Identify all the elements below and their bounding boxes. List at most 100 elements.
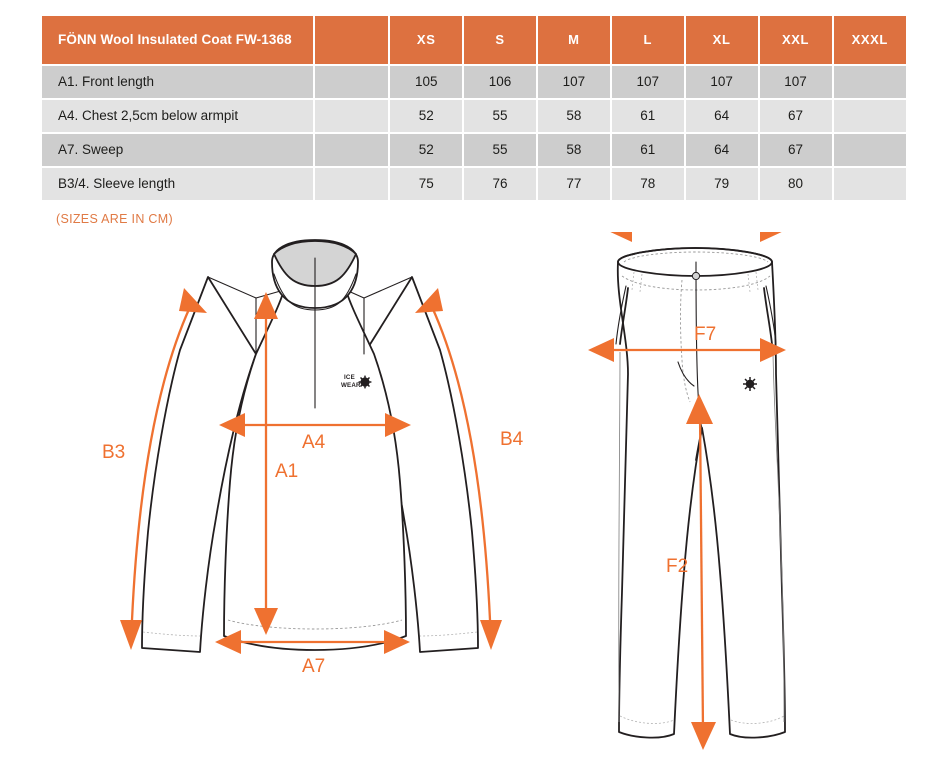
jacket-left-cuff-stitch bbox=[142, 631, 201, 637]
cell-xl: 64 bbox=[685, 100, 758, 132]
cell-xs: 52 bbox=[390, 100, 463, 132]
cell-xxl: 107 bbox=[759, 66, 832, 98]
pants-crotch bbox=[695, 427, 703, 461]
pants-right-hem-stitch bbox=[730, 715, 785, 724]
b4-arrow-line bbox=[430, 306, 492, 621]
a1-arrow-head-top bbox=[254, 292, 278, 319]
pants-left-pocket-edge bbox=[619, 287, 629, 345]
b3-arrow-head-bottom bbox=[120, 620, 142, 650]
cell-l: 61 bbox=[611, 100, 684, 132]
cell-m: 58 bbox=[537, 134, 610, 166]
row-label: A7. Sweep bbox=[42, 134, 314, 166]
f2-arrow-head-top bbox=[686, 394, 713, 424]
row-label: A4. Chest 2,5cm below armpit bbox=[42, 100, 314, 132]
cell-xs: 105 bbox=[390, 66, 463, 98]
f6-arrow-head-left bbox=[610, 232, 632, 242]
jacket-left-sleeve bbox=[141, 276, 257, 653]
jacket-diagram: ICE WEAR B3 bbox=[102, 239, 524, 677]
measurement-diagrams: ICE WEAR B3 bbox=[0, 232, 948, 782]
brand-logo-line2: WEAR bbox=[341, 382, 361, 389]
f6-arrow-head-right bbox=[760, 232, 782, 242]
cell-xxxl bbox=[833, 66, 906, 98]
cell-s: 76 bbox=[464, 168, 536, 200]
brand-logo-line1: ICE bbox=[344, 374, 355, 381]
f2-arrow-line bbox=[698, 413, 705, 731]
table-body: A1. Front length 105 106 107 107 107 107… bbox=[42, 66, 906, 200]
column-header-xs: XS bbox=[390, 16, 463, 64]
row-spacer-cell bbox=[315, 168, 389, 200]
a7-arrow-head-left bbox=[215, 630, 241, 654]
cell-l: 61 bbox=[611, 134, 684, 166]
pants-left-side-seam bbox=[618, 351, 621, 723]
a4-arrow-head-left bbox=[219, 413, 245, 437]
column-header-l: L bbox=[611, 16, 684, 64]
snowflake-icon bbox=[743, 377, 757, 391]
cell-xxl: 67 bbox=[759, 134, 832, 166]
jacket-right-cuff-stitch bbox=[419, 631, 478, 637]
table-row: A7. Sweep 52 55 58 61 64 67 bbox=[42, 134, 906, 166]
pants-belt-loop-right bbox=[755, 271, 759, 291]
pants-button bbox=[691, 271, 701, 281]
row-spacer-cell bbox=[315, 134, 389, 166]
cell-xl: 107 bbox=[685, 66, 758, 98]
row-label: A1. Front length bbox=[42, 66, 314, 98]
f2-label: F2 bbox=[666, 556, 688, 577]
table-row: A4. Chest 2,5cm below armpit 52 55 58 61… bbox=[42, 100, 906, 132]
cell-xl: 79 bbox=[685, 168, 758, 200]
cell-xxxl bbox=[833, 168, 906, 200]
b3-arrow-head-top bbox=[179, 288, 207, 313]
table-row: B3/4. Sleeve length 75 76 77 78 79 80 bbox=[42, 168, 906, 200]
column-header-m: M bbox=[537, 16, 610, 64]
pants-fly-stitch bbox=[680, 279, 691, 403]
cell-m: 77 bbox=[537, 168, 610, 200]
table-header-row: FÖNN Wool Insulated Coat FW-1368 XS S M … bbox=[42, 16, 906, 64]
row-label: B3/4. Sleeve length bbox=[42, 168, 314, 200]
cell-xl: 64 bbox=[685, 134, 758, 166]
a1-arrow-head-bottom bbox=[254, 608, 278, 635]
f7-arrow-head-right bbox=[760, 338, 786, 362]
cell-xxl: 67 bbox=[759, 100, 832, 132]
pants-diagram: F6 F7 F2 bbox=[588, 232, 786, 750]
a7-arrow-head-right bbox=[384, 630, 410, 654]
a4-label: A4 bbox=[302, 432, 326, 453]
f7-label: F7 bbox=[694, 324, 716, 345]
b3-label: B3 bbox=[102, 442, 125, 463]
cell-m: 58 bbox=[537, 100, 610, 132]
cell-s: 55 bbox=[464, 100, 536, 132]
cell-l: 107 bbox=[611, 66, 684, 98]
cell-m: 107 bbox=[537, 66, 610, 98]
b4-arrow-head-bottom bbox=[480, 620, 502, 650]
b3-arrow-line bbox=[130, 306, 192, 621]
pants-right-pocket-edge bbox=[763, 287, 773, 345]
cell-xxl: 80 bbox=[759, 168, 832, 200]
a7-label: A7 bbox=[302, 656, 325, 677]
snowflake-icon bbox=[358, 375, 372, 389]
pants-fly-curve bbox=[677, 361, 695, 387]
cell-xs: 75 bbox=[390, 168, 463, 200]
cell-xxxl bbox=[833, 134, 906, 166]
pants-left-hem-stitch bbox=[619, 715, 675, 724]
column-header-xxl: XXL bbox=[759, 16, 832, 64]
pants-belt-loop-left bbox=[631, 271, 635, 291]
pants-left-pocket bbox=[615, 285, 627, 345]
b4-label: B4 bbox=[500, 429, 524, 450]
row-spacer-cell bbox=[315, 66, 389, 98]
f2-arrow-head-bottom bbox=[691, 722, 716, 750]
a4-arrow-head-right bbox=[385, 413, 411, 437]
table-header: FÖNN Wool Insulated Coat FW-1368 XS S M … bbox=[42, 16, 906, 64]
pants-waistband-inner-stitch bbox=[623, 251, 769, 263]
cell-s: 106 bbox=[464, 66, 536, 98]
f7-arrow-head-left bbox=[588, 338, 614, 362]
table-row: A1. Front length 105 106 107 107 107 107 bbox=[42, 66, 906, 98]
cell-xs: 52 bbox=[390, 134, 463, 166]
product-title: FÖNN Wool Insulated Coat FW-1368 bbox=[42, 16, 314, 64]
size-table: FÖNN Wool Insulated Coat FW-1368 XS S M … bbox=[40, 14, 908, 202]
pants-waistband-top bbox=[617, 247, 773, 277]
pants-belt-loop-right2 bbox=[747, 273, 751, 293]
pants-belt-loop-left2 bbox=[639, 273, 643, 293]
pants-right-pocket bbox=[765, 285, 777, 345]
row-spacer-cell bbox=[315, 100, 389, 132]
a1-label: A1 bbox=[275, 461, 298, 482]
column-header-s: S bbox=[464, 16, 536, 64]
